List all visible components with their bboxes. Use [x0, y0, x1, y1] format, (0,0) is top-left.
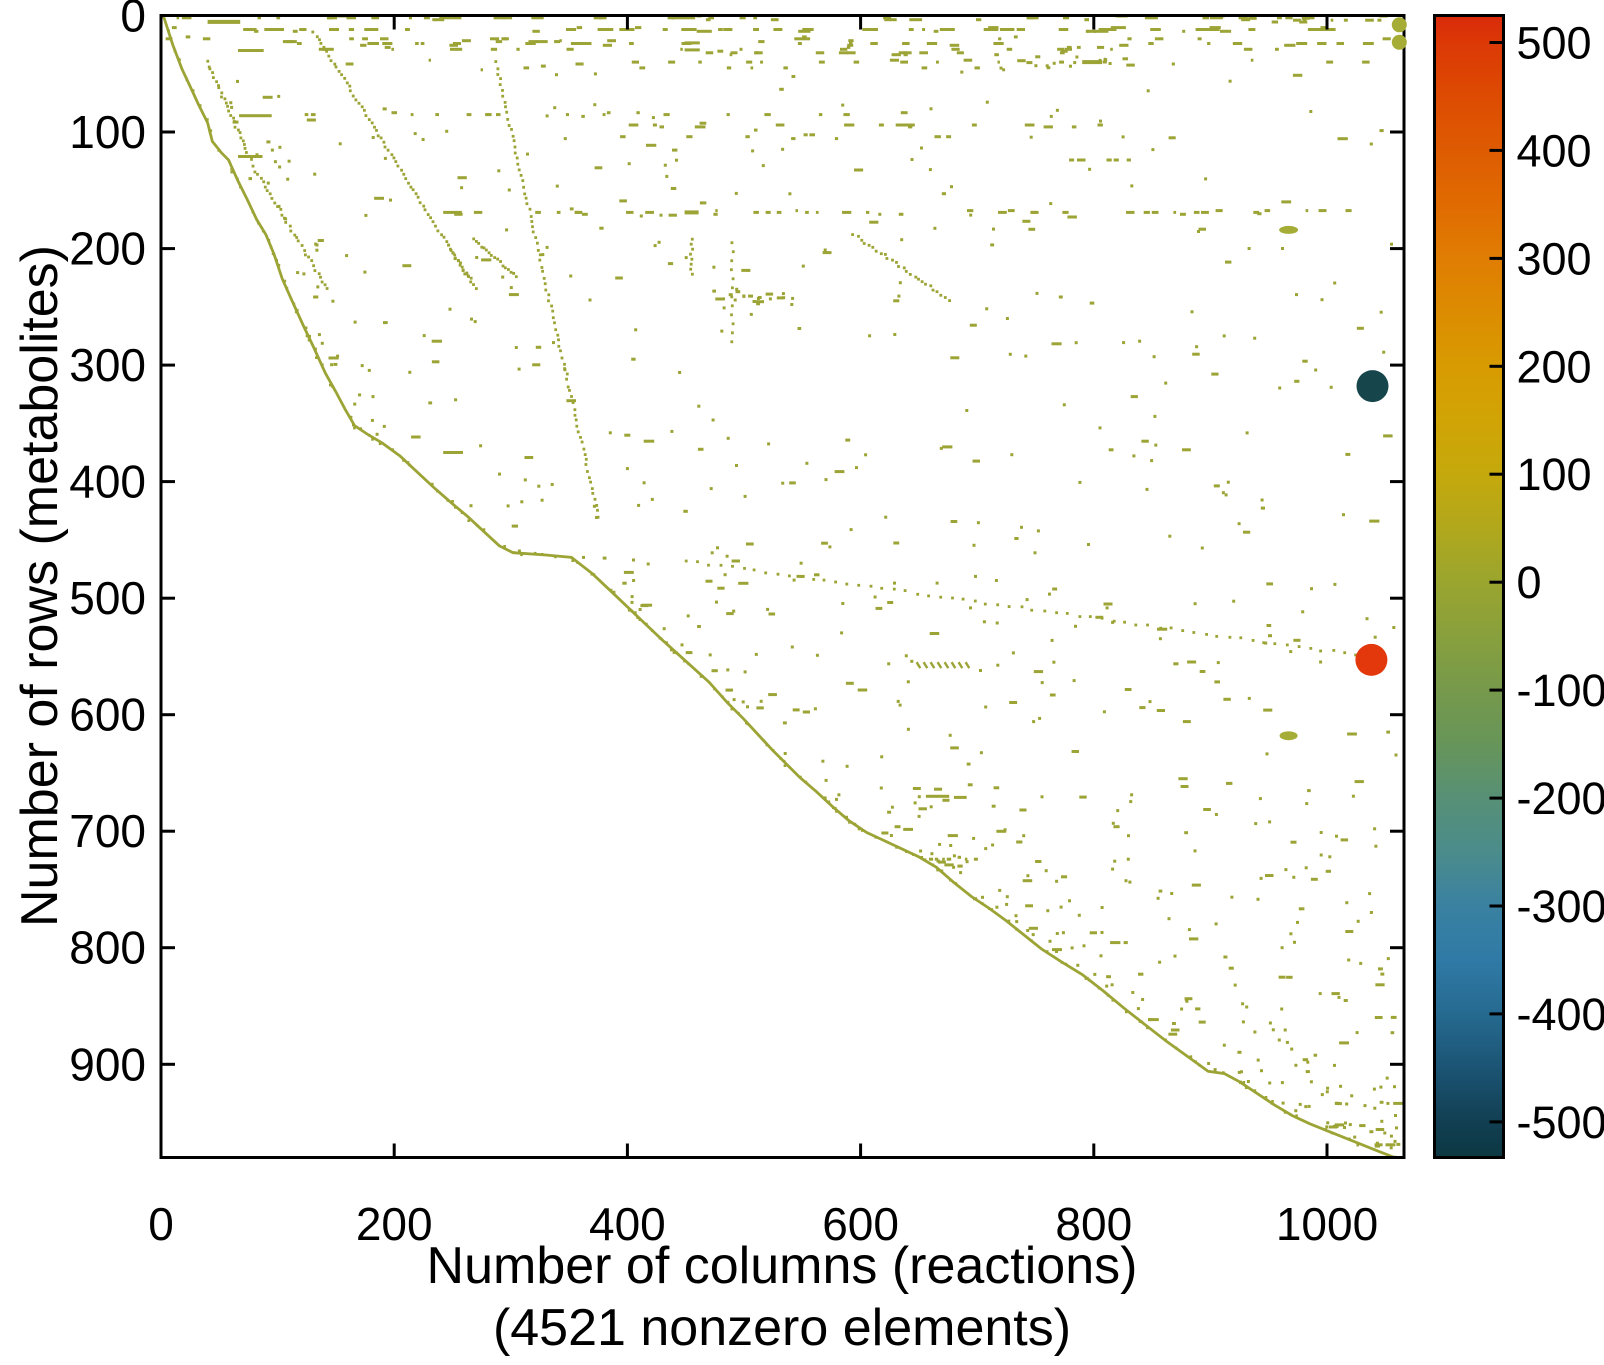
colorbar-tick-label: 200	[1517, 341, 1592, 392]
y-tick-label: 200	[69, 223, 146, 275]
x-tick-label: 400	[589, 1198, 666, 1250]
edge-dot-2	[1391, 34, 1407, 50]
colorbar-tick-label: 500	[1517, 18, 1592, 69]
y-tick-label: 600	[69, 689, 146, 741]
wide-dot-1	[1279, 225, 1299, 234]
edge-dot-1	[1391, 17, 1407, 33]
matrix-points	[161, 14, 1404, 1159]
x-axis-label: Number of columns (reactions)	[426, 1237, 1138, 1295]
colorbar-tick-label: 400	[1517, 125, 1592, 176]
y-tick-label: 100	[69, 106, 146, 158]
y-tick-label: 900	[69, 1038, 146, 1090]
y-tick-label: 500	[69, 572, 146, 624]
colorbar-tick-label: 300	[1517, 233, 1592, 284]
colorbar-tick-label: -300	[1517, 881, 1604, 932]
y-tick-label: 800	[69, 922, 146, 974]
plot-border	[159, 14, 1406, 1159]
colorbar-tick-label: -200	[1517, 773, 1604, 824]
y-tick-label: 0	[120, 0, 146, 42]
y-axis-label: Number of rows (metabolites)	[11, 245, 69, 927]
colorbar-tick-label: -500	[1517, 1097, 1604, 1148]
x-tick-label: 1000	[1276, 1198, 1378, 1250]
colorbar-tick-label: -400	[1517, 989, 1604, 1040]
negative-outlier-dot	[1356, 370, 1389, 403]
colorbar-tick-label: 0	[1517, 557, 1542, 608]
x-tick-label: 600	[822, 1198, 899, 1250]
y-tick-label: 300	[69, 339, 146, 391]
wide-dot-2	[1279, 731, 1298, 741]
y-tick-label: 700	[69, 805, 146, 857]
plot-axes: 0 200 400 600 800 1000 0 100 200 300 400 500 600 700 8…	[69, 0, 1406, 1250]
x-tick-label: 800	[1055, 1198, 1132, 1250]
colorbar-gradient	[1433, 14, 1505, 1159]
positive-outlier-dot	[1355, 643, 1388, 676]
y-tick-label: 400	[69, 456, 146, 508]
colorbar-tick-label: 100	[1517, 449, 1592, 500]
x-axis-sublabel: (4521 nonzero elements)	[492, 1299, 1072, 1357]
x-tick-label: 200	[356, 1198, 433, 1250]
x-tick-label: 0	[148, 1198, 174, 1250]
colorbar: 500 400 300 200 100 0 -100 -200 -300 -400 -500	[1433, 14, 1604, 1159]
colorbar-tick-label: -100	[1517, 665, 1604, 716]
